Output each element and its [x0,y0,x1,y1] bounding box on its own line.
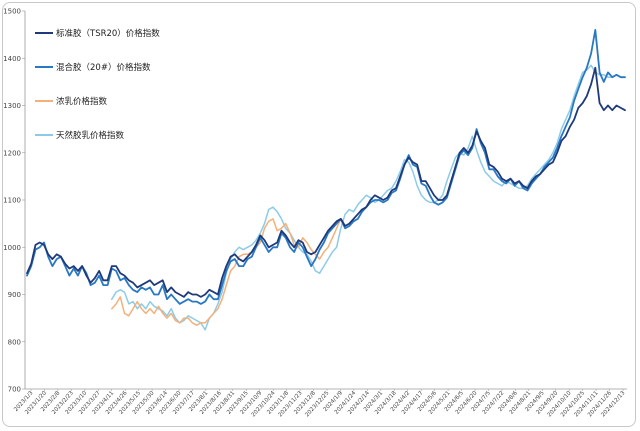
series-line-1 [26,28,626,305]
y-tick-label: 700 [8,386,21,394]
line-chart: 7008009001000110012001300140015002023/1/… [3,8,627,418]
y-tick-label: 900 [8,291,21,299]
y-tick-label: 1000 [3,244,21,252]
chart-frame: 700 800 900 1000 1100 1200 1300 1400 1500 2023/1/… [2,2,636,427]
y-tick-label: 1500 [3,8,21,16]
y-tick-label: 1100 [3,197,21,205]
chart-axes: 7008009001000110012001300140015002023/1/… [3,8,627,418]
y-tick-label: 1200 [3,149,21,157]
legend-label-0: 标准胶（TSR20）价格指数 [56,28,160,39]
series-layer [26,28,626,331]
y-tick-label: 1300 [3,102,21,110]
legend-label-3: 天然胶乳价格指数 [56,130,125,141]
legend-label-2: 浓乳价格指数 [56,96,108,107]
series-line-3 [111,64,614,331]
y-tick-label: 1400 [3,55,21,63]
legend-label-1: 混合胶（20#）价格指数 [56,62,151,73]
y-tick-label: 800 [8,338,21,346]
series-line-0 [26,66,626,298]
series-line-2 [111,218,342,326]
